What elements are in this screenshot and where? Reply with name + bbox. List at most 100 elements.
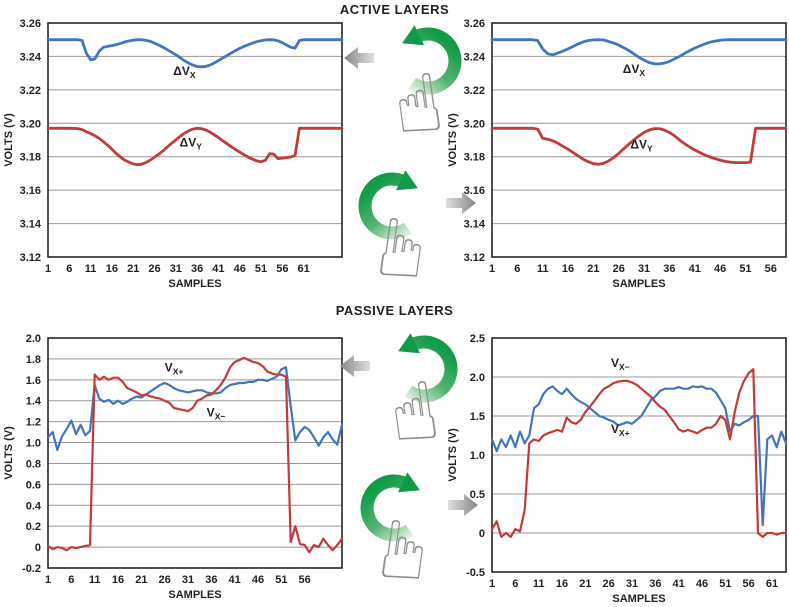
- svg-text:16: 16: [556, 578, 568, 590]
- svg-text:41: 41: [229, 574, 241, 586]
- svg-text:36: 36: [663, 263, 675, 275]
- svg-text:3.18: 3.18: [464, 152, 485, 164]
- arrow-left-icon: [340, 355, 370, 377]
- svg-text:26: 26: [159, 574, 171, 586]
- svg-text:6: 6: [68, 574, 74, 586]
- rotate-cw-icon: [360, 472, 420, 542]
- svg-text:ΔVY: ΔVY: [630, 137, 653, 153]
- chart-active-right: 3.263.243.223.203.183.163.143.121 6 11 16 21…: [447, 18, 788, 290]
- svg-text:1.5: 1.5: [470, 411, 485, 423]
- svg-text:1.4: 1.4: [26, 396, 42, 408]
- svg-text:0: 0: [479, 528, 485, 540]
- svg-text:3.14: 3.14: [464, 219, 486, 231]
- svg-text:3.18: 3.18: [20, 152, 41, 164]
- svg-text:26: 26: [613, 263, 625, 275]
- svg-text:3.14: 3.14: [20, 219, 42, 231]
- svg-text:1.8: 1.8: [26, 354, 41, 366]
- svg-text:51: 51: [255, 263, 267, 275]
- svg-text:1: 1: [489, 263, 495, 275]
- svg-text:21: 21: [127, 263, 139, 275]
- svg-text:16: 16: [112, 574, 124, 586]
- svg-text:21: 21: [579, 578, 591, 590]
- svg-text:-0.2: -0.2: [22, 563, 41, 575]
- gesture-rotate-cw-active: ☝: [358, 170, 476, 286]
- svg-text:41: 41: [673, 578, 685, 590]
- section-title-passive: PASSIVE LAYERS: [335, 303, 454, 318]
- pointing-hand-icon: ☝: [373, 502, 434, 588]
- svg-text:61: 61: [766, 578, 778, 590]
- svg-text:1.0: 1.0: [470, 450, 485, 462]
- svg-text:36: 36: [205, 574, 217, 586]
- svg-text:31: 31: [182, 574, 194, 586]
- svg-text:ΔVY: ΔVY: [180, 135, 203, 151]
- svg-text:VOLTS (V): VOLTS (V): [3, 426, 15, 480]
- svg-text:2.0: 2.0: [26, 333, 41, 345]
- svg-text:11: 11: [533, 578, 545, 590]
- svg-text:VX+: VX+: [165, 360, 184, 376]
- svg-text:46: 46: [252, 574, 264, 586]
- rotate-cw-icon: [358, 170, 418, 240]
- svg-text:61: 61: [298, 263, 310, 275]
- svg-text:0.8: 0.8: [26, 458, 41, 470]
- svg-text:VOLTS (V): VOLTS (V): [447, 113, 459, 167]
- svg-text:1.0: 1.0: [26, 438, 41, 450]
- svg-text:VOLTS (V): VOLTS (V): [3, 113, 15, 167]
- rotate-ccw-icon: [402, 25, 462, 95]
- svg-text:SAMPLES: SAMPLES: [612, 278, 665, 290]
- svg-text:3.20: 3.20: [20, 118, 41, 130]
- svg-text:-0.5: -0.5: [466, 567, 485, 579]
- svg-text:36: 36: [649, 578, 661, 590]
- svg-text:3.22: 3.22: [20, 85, 41, 97]
- svg-text:ΔVX: ΔVX: [623, 62, 646, 78]
- svg-text:51: 51: [275, 574, 287, 586]
- gesture-rotate-cw-passive: ☝: [360, 472, 478, 588]
- svg-text:41: 41: [212, 263, 224, 275]
- svg-text:31: 31: [638, 263, 650, 275]
- svg-text:56: 56: [765, 263, 777, 275]
- svg-text:51: 51: [739, 263, 751, 275]
- svg-text:3.20: 3.20: [464, 118, 485, 130]
- svg-text:3.12: 3.12: [20, 252, 41, 264]
- svg-text:VX−: VX−: [611, 356, 630, 372]
- svg-text:6: 6: [66, 263, 72, 275]
- svg-text:0.2: 0.2: [26, 521, 41, 533]
- svg-text:31: 31: [626, 578, 638, 590]
- svg-text:3.26: 3.26: [20, 18, 41, 30]
- arrow-left-icon: [344, 47, 374, 69]
- svg-text:26: 26: [603, 578, 615, 590]
- arrow-right-icon: [446, 192, 476, 214]
- svg-text:11: 11: [85, 263, 97, 275]
- svg-text:3.24: 3.24: [20, 51, 42, 63]
- svg-text:16: 16: [562, 263, 574, 275]
- svg-text:56: 56: [299, 574, 311, 586]
- svg-text:11: 11: [537, 263, 549, 275]
- svg-text:36: 36: [191, 263, 203, 275]
- svg-text:1: 1: [45, 263, 51, 275]
- svg-text:21: 21: [135, 574, 147, 586]
- svg-text:2.0: 2.0: [470, 372, 485, 384]
- svg-text:3.16: 3.16: [464, 185, 485, 197]
- svg-text:46: 46: [714, 263, 726, 275]
- svg-text:51: 51: [719, 578, 731, 590]
- svg-text:1.6: 1.6: [26, 375, 41, 387]
- svg-text:1.2: 1.2: [26, 417, 41, 429]
- svg-text:6: 6: [512, 578, 518, 590]
- svg-text:0.4: 0.4: [26, 500, 42, 512]
- svg-text:SAMPLES: SAMPLES: [612, 593, 665, 605]
- svg-text:VX+: VX+: [611, 422, 630, 438]
- svg-text:0: 0: [35, 542, 41, 554]
- svg-text:26: 26: [148, 263, 160, 275]
- svg-text:SAMPLES: SAMPLES: [168, 278, 221, 290]
- svg-text:6: 6: [514, 263, 520, 275]
- svg-text:1: 1: [489, 578, 495, 590]
- pointing-hand-icon: ☝: [388, 55, 449, 141]
- arrow-right-icon: [448, 494, 478, 516]
- pointing-hand-icon: ☝: [371, 200, 432, 286]
- svg-text:ΔVX: ΔVX: [173, 64, 196, 80]
- svg-text:41: 41: [689, 263, 701, 275]
- svg-text:VX−: VX−: [207, 405, 226, 421]
- svg-text:46: 46: [234, 263, 246, 275]
- section-title-active: ACTIVE LAYERS: [339, 2, 450, 17]
- gesture-rotate-ccw-passive: ☝: [340, 333, 458, 449]
